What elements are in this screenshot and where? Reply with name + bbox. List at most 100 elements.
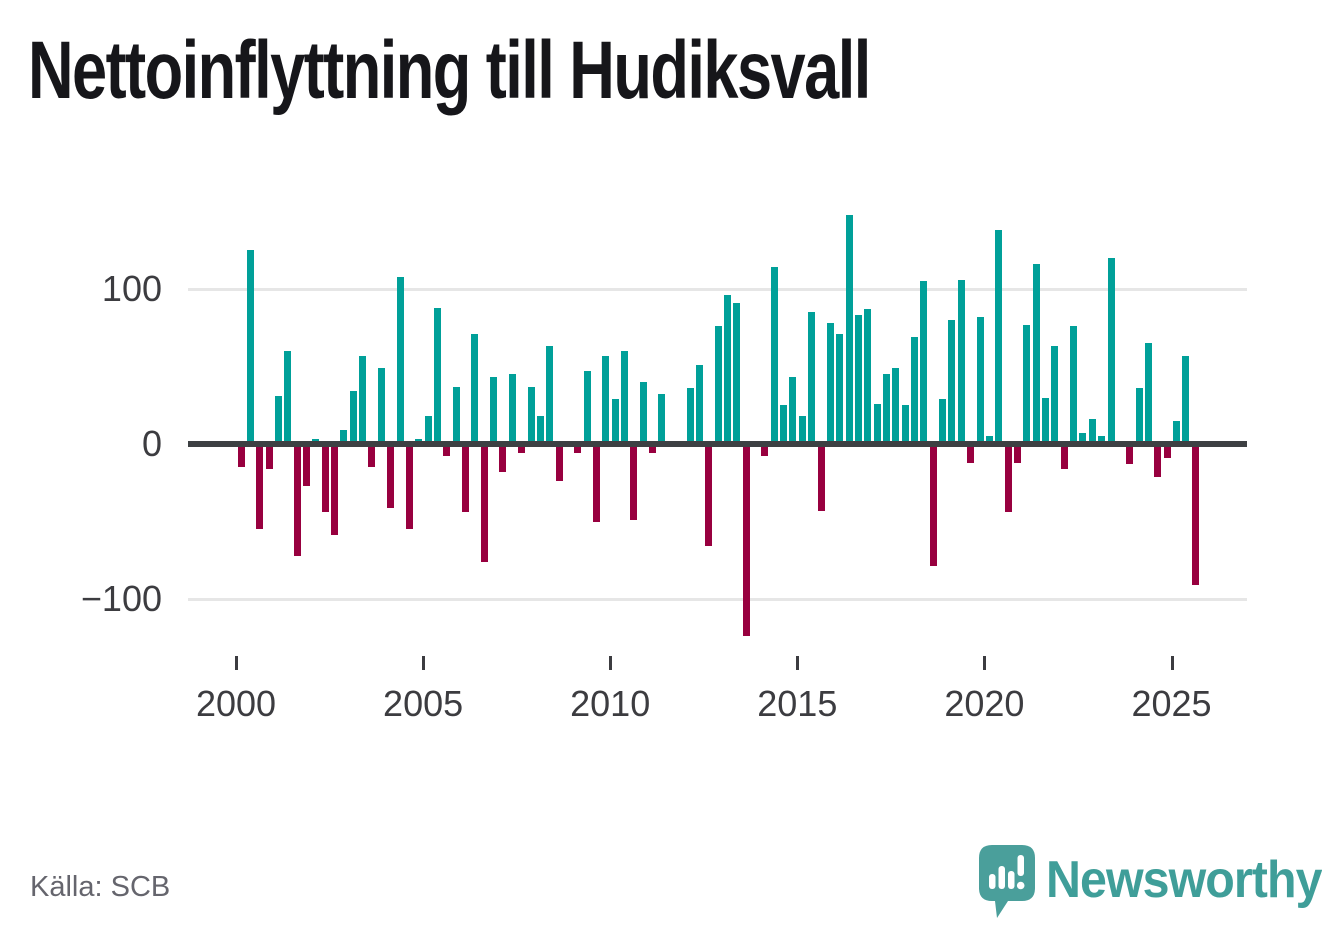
y-axis-label--100: −100: [80, 578, 162, 619]
bar-2004-Q2: [397, 276, 404, 444]
newsworthy-logo: Newsworthy: [978, 842, 1322, 922]
bar-2020-Q2: [995, 230, 1002, 444]
bar-2019-Q3: [967, 444, 974, 463]
x-axis-label-2020: 2020: [944, 683, 1025, 724]
bar-2012-Q1: [687, 388, 694, 444]
bar-2005-Q3: [443, 444, 450, 457]
bar-2021-Q3: [1042, 397, 1049, 444]
bar-2019-Q2: [958, 279, 965, 444]
bar-2002-Q2: [322, 444, 329, 513]
bar-2024-Q1: [1136, 388, 1143, 444]
bar-2022-Q1: [1061, 444, 1068, 469]
bar-2018-Q4: [939, 399, 946, 444]
bar-2022-Q3: [1079, 433, 1086, 444]
bar-2003-Q2: [359, 355, 366, 444]
gridline-100: [188, 288, 1247, 291]
bar-2025-Q2: [1182, 355, 1189, 444]
bar-2014-Q2: [771, 267, 778, 444]
bar-2015-Q3: [818, 444, 825, 511]
bar-2006-Q2: [471, 333, 478, 444]
bar-2018-Q1: [911, 337, 918, 444]
bar-2009-Q1: [574, 444, 581, 454]
bar-2000-Q1: [238, 444, 245, 468]
bar-2004-Q3: [406, 444, 413, 530]
source-note: Källa: SCB: [30, 871, 171, 903]
bar-2008-Q3: [556, 444, 563, 482]
bar-2015-Q4: [827, 323, 834, 444]
x-axis-tick-2025: [1170, 656, 1174, 670]
bar-2011-Q1: [649, 444, 656, 454]
bar-2014-Q1: [761, 444, 768, 457]
bar-2003-Q1: [350, 391, 357, 444]
bar-2009-Q4: [602, 355, 609, 444]
bar-2006-Q3: [481, 444, 488, 562]
bar-2017-Q2: [883, 374, 890, 444]
x-axis-tick-2010: [609, 656, 613, 670]
bar-2001-Q4: [303, 444, 310, 486]
bar-2016-Q4: [864, 309, 871, 444]
bar-2024-Q3: [1154, 444, 1161, 477]
bar-2013-Q2: [733, 302, 740, 444]
x-axis-label-2010: 2010: [570, 683, 651, 724]
bar-2019-Q4: [977, 316, 984, 444]
bar-2001-Q3: [294, 444, 301, 556]
bar-2006-Q4: [490, 377, 497, 444]
bar-2016-Q1: [836, 333, 843, 444]
bar-2017-Q4: [902, 405, 909, 444]
bar-2005-Q1: [425, 416, 432, 444]
bar-2021-Q1: [1023, 324, 1030, 444]
bar-2007-Q1: [499, 444, 506, 472]
chart-title: Nettoinflyttning till Hudiksvall: [28, 25, 871, 116]
bar-2002-Q4: [340, 430, 347, 444]
bar-2006-Q1: [462, 444, 469, 513]
bar-2024-Q4: [1164, 444, 1171, 458]
bar-2022-Q2: [1070, 326, 1077, 444]
bar-2000-Q2: [247, 250, 254, 444]
bar-2018-Q2: [920, 281, 927, 444]
bar-2024-Q2: [1145, 343, 1152, 444]
y-axis-label-0: 0: [141, 423, 162, 464]
x-axis-zero-line: [188, 441, 1247, 447]
x-axis-tick-2015: [796, 656, 800, 670]
x-axis-label-2000: 2000: [195, 683, 277, 724]
bar-2004-Q1: [387, 444, 394, 508]
newsworthy-logo-text: Newsworthy: [1046, 851, 1322, 909]
bar-2007-Q2: [509, 374, 516, 444]
bar-2009-Q2: [584, 371, 591, 444]
bar-2010-Q3: [630, 444, 637, 520]
bar-2005-Q4: [453, 386, 460, 444]
bar-2003-Q4: [378, 368, 385, 444]
bar-2005-Q2: [434, 307, 441, 444]
bar-2010-Q2: [621, 351, 628, 444]
bar-2020-Q4: [1014, 444, 1021, 463]
bar-2021-Q2: [1033, 264, 1040, 444]
bar-2025-Q1: [1173, 420, 1180, 444]
bar-2020-Q1: [986, 436, 993, 444]
x-axis-tick-2020: [983, 656, 987, 670]
bar-2016-Q3: [855, 315, 862, 444]
bar-2016-Q2: [846, 214, 853, 444]
bar-2012-Q2: [696, 364, 703, 444]
bar-2015-Q1: [799, 416, 806, 444]
x-axis-label-2005: 2005: [383, 683, 464, 724]
x-axis-label-2015: 2015: [757, 683, 838, 724]
bar-2017-Q3: [892, 368, 899, 444]
bar-2012-Q3: [705, 444, 712, 547]
newsworthy-logo-icon: [979, 845, 1035, 918]
bar-2014-Q4: [789, 377, 796, 444]
bar-2008-Q2: [546, 346, 553, 444]
bar-2007-Q4: [528, 386, 535, 444]
bar-2020-Q3: [1005, 444, 1012, 513]
bar-2000-Q4: [266, 444, 273, 469]
bar-2001-Q1: [275, 395, 282, 444]
bar-2018-Q3: [930, 444, 937, 567]
gridline--100: [188, 598, 1247, 601]
bar-2022-Q4: [1089, 419, 1096, 444]
bar-2023-Q1: [1098, 436, 1105, 444]
bar-2001-Q2: [284, 351, 291, 444]
bar-2003-Q3: [368, 444, 375, 468]
bar-2012-Q4: [715, 326, 722, 444]
bar-2019-Q1: [948, 320, 955, 444]
